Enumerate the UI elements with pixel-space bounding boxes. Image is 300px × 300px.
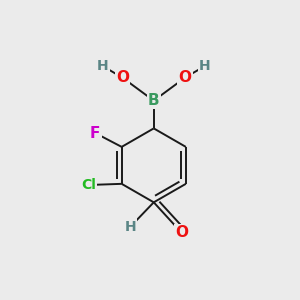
Text: B: B <box>148 93 160 108</box>
Text: O: O <box>175 225 188 240</box>
Text: F: F <box>90 125 100 140</box>
Text: H: H <box>125 220 136 234</box>
Text: O: O <box>116 70 129 85</box>
Text: H: H <box>199 59 211 73</box>
Text: Cl: Cl <box>81 178 96 192</box>
Text: O: O <box>178 70 192 85</box>
Text: H: H <box>97 59 108 73</box>
